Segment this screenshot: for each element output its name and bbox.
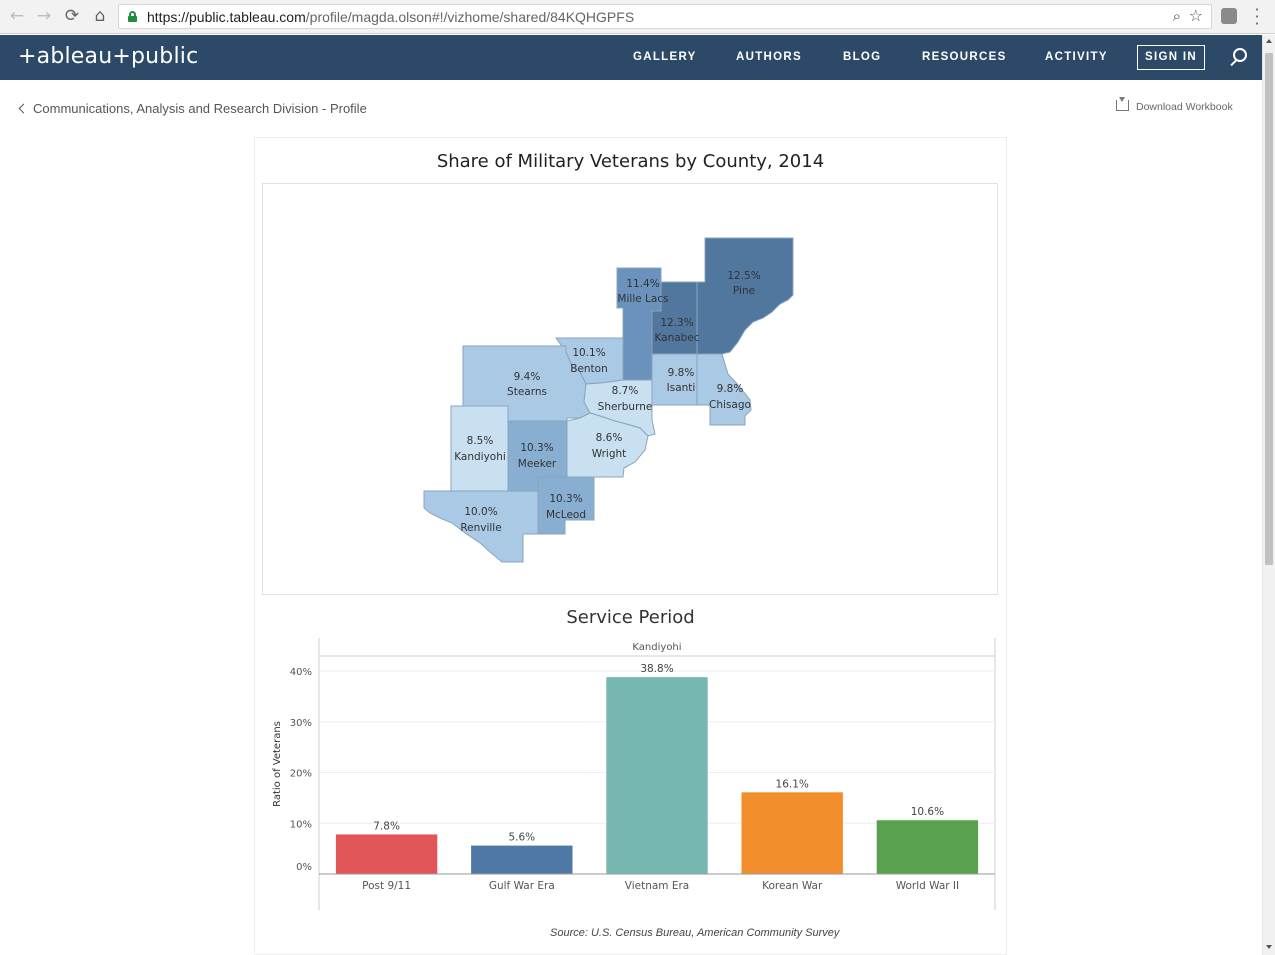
bar[interactable]	[876, 820, 979, 874]
browser-menu-icon[interactable]: · · ·	[1254, 0, 1260, 33]
x-tick-label: Vietnam Era	[625, 880, 690, 892]
y-tick-label: 40%	[290, 667, 312, 678]
panel-label: Kandiyohi	[632, 642, 681, 653]
county-name-isanti: Isanti	[667, 382, 696, 394]
county-value-kandiyohi: 8.5%	[467, 435, 494, 447]
county-value-benton: 10.1%	[572, 347, 605, 359]
county-name-renville: Renville	[460, 522, 501, 534]
county-name-benton: Benton	[570, 363, 608, 375]
reload-icon[interactable]: ⟳	[64, 6, 80, 26]
county-value-kanabec: 12.3%	[660, 317, 693, 329]
tableau-public-logo[interactable]: +ableau+public	[18, 44, 199, 69]
profile-back-link[interactable]: Communications, Analysis and Research Di…	[18, 101, 367, 116]
address-bar[interactable]: https://public.tableau.com/profile/magda…	[118, 4, 1212, 29]
browser-toolbar: ← → ⟳ ⌂ https://public.tableau.com/profi…	[0, 0, 1275, 34]
county-chisago[interactable]	[696, 353, 752, 426]
county-value-pine: 12.5%	[727, 270, 760, 282]
scroll-down-icon[interactable]	[1266, 945, 1272, 949]
zoom-icon[interactable]: ⌕	[1172, 7, 1181, 25]
county-value-meeker: 10.3%	[520, 442, 553, 454]
county-value-mille-lacs: 11.4%	[626, 278, 659, 290]
nav-gallery[interactable]: GALLERY	[633, 51, 697, 63]
x-tick-label: World War II	[896, 880, 959, 892]
county-value-wright: 8.6%	[596, 432, 623, 444]
site-header: +ableau+public GALLERY AUTHORS BLOG RESO…	[0, 35, 1262, 80]
county-name-sherburne: Sherburne	[598, 401, 653, 413]
x-tick-label: Post 9/11	[362, 880, 411, 892]
county-name-mille-lacs: Mille Lacs	[617, 293, 668, 305]
county-name-meeker: Meeker	[518, 458, 557, 470]
county-name-pine: Pine	[733, 285, 755, 297]
y-tick-label: 10%	[290, 819, 312, 830]
y-axis-label: Ratio of Veterans	[272, 721, 283, 807]
bar-value-label: 16.1%	[776, 778, 809, 790]
chart-title: Service Period	[566, 607, 695, 628]
bar[interactable]	[335, 834, 438, 874]
county-name-stearns: Stearns	[507, 386, 547, 398]
nav-authors[interactable]: AUTHORS	[736, 51, 802, 63]
download-workbook-label: Download Workbook	[1136, 101, 1233, 113]
source-note: Source: U.S. Census Bureau, American Com…	[550, 927, 840, 939]
bar-value-label: 5.6%	[508, 832, 535, 844]
bar[interactable]	[471, 845, 573, 874]
bookmark-star-icon[interactable]: ☆	[1188, 6, 1203, 25]
nav-blog[interactable]: BLOG	[843, 51, 882, 63]
lock-icon	[128, 11, 137, 22]
url-text: https://public.tableau.com/profile/magda…	[147, 9, 635, 25]
scrollbar-thumb[interactable]	[1265, 53, 1273, 565]
county-renville[interactable]	[423, 490, 539, 563]
county-name-kandiyohi: Kandiyohi	[454, 451, 506, 463]
county-name-kanabec: Kanabec	[654, 332, 699, 344]
county-name-wright: Wright	[592, 448, 627, 460]
county-value-stearns: 9.4%	[514, 371, 541, 383]
nav-resources[interactable]: RESOURCES	[922, 51, 1007, 63]
county-value-isanti: 9.8%	[668, 367, 695, 379]
map-frame	[262, 183, 998, 595]
county-wright[interactable]	[566, 412, 649, 478]
bar[interactable]	[606, 677, 708, 874]
y-tick-label: 20%	[290, 769, 312, 780]
download-workbook-link[interactable]: Download Workbook	[1116, 97, 1233, 113]
county-value-sherburne: 8.7%	[612, 385, 639, 397]
bar-value-label: 10.6%	[911, 806, 944, 818]
bar-value-label: 7.8%	[373, 820, 400, 832]
extension-icon[interactable]	[1221, 8, 1237, 24]
x-tick-label: Gulf War Era	[489, 880, 555, 892]
sign-in-button[interactable]: SIGN IN	[1137, 45, 1205, 70]
county-name-mcleod: McLeod	[546, 509, 586, 521]
county-name-chisago: Chisago	[709, 399, 751, 411]
profile-back-label: Communications, Analysis and Research Di…	[33, 101, 367, 116]
scroll-up-icon[interactable]	[1266, 39, 1272, 43]
x-tick-label: Korean War	[762, 880, 823, 892]
download-icon	[1116, 97, 1129, 111]
map-title: Share of Military Veterans by County, 20…	[436, 151, 825, 172]
forward-arrow-icon[interactable]: →	[36, 6, 52, 26]
page-scrollbar[interactable]	[1262, 35, 1275, 955]
bar[interactable]	[741, 792, 843, 874]
y-tick-label: 0%	[296, 862, 312, 873]
county-value-mcleod: 10.3%	[549, 493, 582, 505]
back-arrow-icon[interactable]: ←	[9, 6, 25, 26]
bar-value-label: 38.8%	[640, 663, 673, 675]
y-tick-label: 30%	[290, 718, 312, 729]
home-icon[interactable]: ⌂	[94, 6, 106, 26]
county-value-chisago: 9.8%	[717, 383, 744, 395]
nav-activity[interactable]: ACTIVITY	[1045, 51, 1108, 63]
search-icon[interactable]	[1229, 48, 1249, 68]
county-value-renville: 10.0%	[464, 506, 497, 518]
